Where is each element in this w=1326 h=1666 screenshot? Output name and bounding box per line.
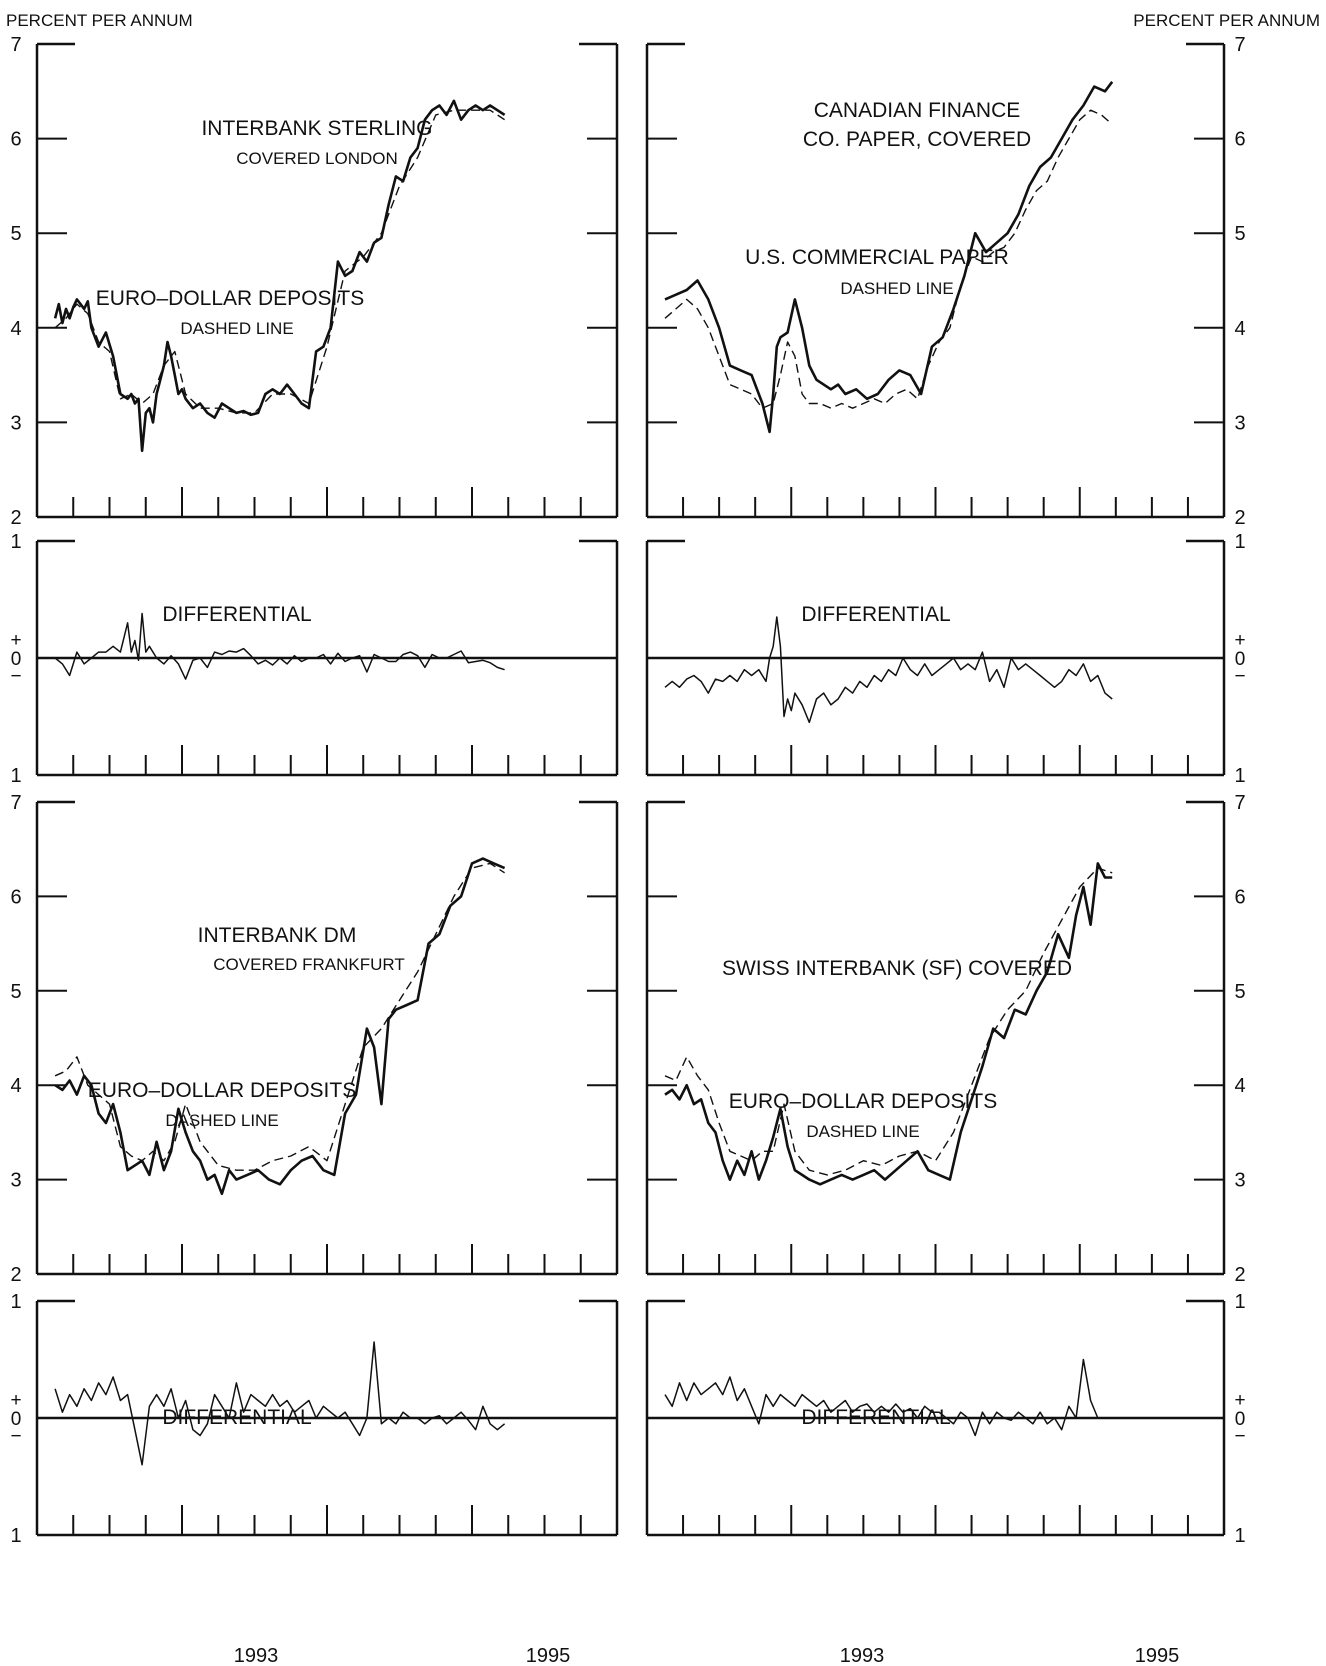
zero-label: 0 — [1235, 1409, 1246, 1430]
y-tick-label: 6 — [1234, 886, 1245, 908]
annotation-label: DIFFERENTIAL — [801, 1406, 950, 1429]
dm-differential-panel: 1 1 +0− DIFFERENTIAL — [10, 1291, 619, 1547]
canadian-panel: 2 3 4 5 6 7 CANADIAN FINANCE CO. PAPER, COVERED… — [645, 34, 1246, 529]
y-tick-label: 1 — [1234, 1525, 1245, 1547]
solid-series-line — [664, 81, 1114, 434]
annotation-label: EURO–DOLLAR DEPOSITS — [96, 287, 364, 310]
annotation-label: INTERBANK DM — [198, 924, 357, 947]
annotation-label: DASHED LINE — [840, 279, 953, 298]
y-tick-label: 4 — [1234, 318, 1245, 340]
x-year-label: 1995 — [526, 1645, 571, 1666]
annotation-label: DIFFERENTIAL — [162, 603, 311, 626]
annotation-label: INTERBANK STERLING — [201, 117, 432, 140]
solid-series-line — [54, 612, 505, 680]
annotation-label: DASHED LINE — [165, 1111, 278, 1130]
y-tick-label: 1 — [10, 1291, 21, 1313]
y-tick-label: 5 — [10, 981, 21, 1003]
y-tick-label: 1 — [10, 1525, 21, 1547]
solid-series-line — [54, 1341, 506, 1466]
plus-sign: + — [10, 1390, 21, 1411]
annotation-label: DIFFERENTIAL — [162, 1406, 311, 1429]
sterling-panel: 2 3 4 5 6 7 INTERBANK STERLING COVERED LONDON EU… — [10, 34, 619, 529]
zero-label: 0 — [11, 649, 22, 670]
dashed-series-line — [54, 109, 505, 414]
annotation-label: COVERED FRANKFURT — [213, 955, 404, 974]
zero-label: 0 — [11, 1409, 22, 1430]
plus-sign: + — [1234, 1390, 1245, 1411]
minus-sign: − — [1234, 666, 1245, 687]
solid-series-line — [54, 857, 506, 1196]
annotation-label: SWISS INTERBANK (SF) COVERED — [722, 957, 1072, 980]
y-tick-label: 1 — [1234, 531, 1245, 553]
y-tick-label: 4 — [10, 318, 21, 340]
plus-sign: + — [1234, 630, 1245, 651]
y-tick-label: 3 — [1234, 1170, 1245, 1192]
y-tick-label: 4 — [1234, 1075, 1245, 1097]
solid-series-line — [664, 1358, 1113, 1437]
y-tick-label: 5 — [1234, 223, 1245, 245]
sterling-differential-panel: 1 1 +0− DIFFERENTIAL — [10, 531, 619, 787]
y-tick-label: 3 — [1234, 412, 1245, 434]
y-tick-label: 6 — [1234, 129, 1245, 151]
y-tick-label: 1 — [1234, 765, 1245, 787]
minus-sign: − — [1234, 1426, 1245, 1447]
solid-series-line — [664, 616, 1113, 724]
y-tick-label: 5 — [10, 223, 21, 245]
y-tick-label: 7 — [10, 34, 21, 56]
y-tick-label: 2 — [1234, 1264, 1245, 1286]
y-tick-label: 7 — [1234, 792, 1245, 814]
x-axis-labels: 1993 1995 1993 1995 — [234, 1645, 1180, 1666]
dashed-series-line — [54, 862, 505, 1171]
solid-series-line — [664, 862, 1113, 1186]
swiss-differential-panel: 1 1 +0− DIFFERENTIAL — [645, 1291, 1246, 1547]
plus-sign: + — [10, 630, 21, 651]
canadian-differential-panel: 1 1 +0− DIFFERENTIAL — [645, 531, 1246, 787]
minus-sign: − — [10, 666, 21, 687]
y-tick-label: 1 — [1234, 1291, 1245, 1313]
y-tick-label: 3 — [10, 412, 21, 434]
zero-label: 0 — [1235, 649, 1246, 670]
y-tick-label: 6 — [10, 886, 21, 908]
annotation-label: CO. PAPER, COVERED — [803, 128, 1031, 151]
y-tick-label: 5 — [1234, 981, 1245, 1003]
annotation-label: DASHED LINE — [180, 319, 293, 338]
y-tick-label: 1 — [10, 765, 21, 787]
dm-panel: 2 3 4 5 6 7 INTERBANK DM COVERED FRANKFURT EURO–… — [10, 792, 619, 1286]
y-tick-label: 3 — [10, 1170, 21, 1192]
annotation-label: DASHED LINE — [806, 1122, 919, 1141]
right-unit-label: PERCENT PER ANNUM — [1133, 11, 1320, 30]
panels-container: 2 3 4 5 6 7 INTERBANK STERLING COVERED LONDON EU… — [10, 34, 1245, 1547]
dashed-series-line — [664, 109, 1113, 409]
y-tick-label: 7 — [1234, 34, 1245, 56]
x-year-label: 1993 — [234, 1645, 279, 1666]
x-year-label: 1995 — [1135, 1645, 1180, 1666]
y-tick-label: 6 — [10, 129, 21, 151]
y-tick-label: 1 — [10, 531, 21, 553]
x-year-label: 1993 — [840, 1645, 885, 1666]
annotation-label: U.S. COMMERCIAL PAPER — [745, 246, 1009, 269]
dashed-series-line — [664, 867, 1113, 1176]
y-tick-label: 2 — [10, 507, 21, 529]
y-tick-label: 2 — [10, 1264, 21, 1286]
swiss-panel: 2 3 4 5 6 7 SWISS INTERBANK (SF) COVERED EURO–D… — [645, 792, 1246, 1286]
solid-series-line — [53, 99, 506, 453]
left-unit-label: PERCENT PER ANNUM — [6, 11, 193, 30]
annotation-label: EURO–DOLLAR DEPOSITS — [729, 1090, 997, 1113]
annotation-label: COVERED LONDON — [236, 149, 398, 168]
y-tick-label: 4 — [10, 1075, 21, 1097]
annotation-label: CANADIAN FINANCE — [814, 99, 1021, 122]
y-tick-label: 2 — [1234, 507, 1245, 529]
annotation-label: EURO–DOLLAR DEPOSITS — [88, 1079, 356, 1102]
y-tick-label: 7 — [10, 792, 21, 814]
minus-sign: − — [10, 1426, 21, 1447]
annotation-label: DIFFERENTIAL — [801, 603, 950, 626]
